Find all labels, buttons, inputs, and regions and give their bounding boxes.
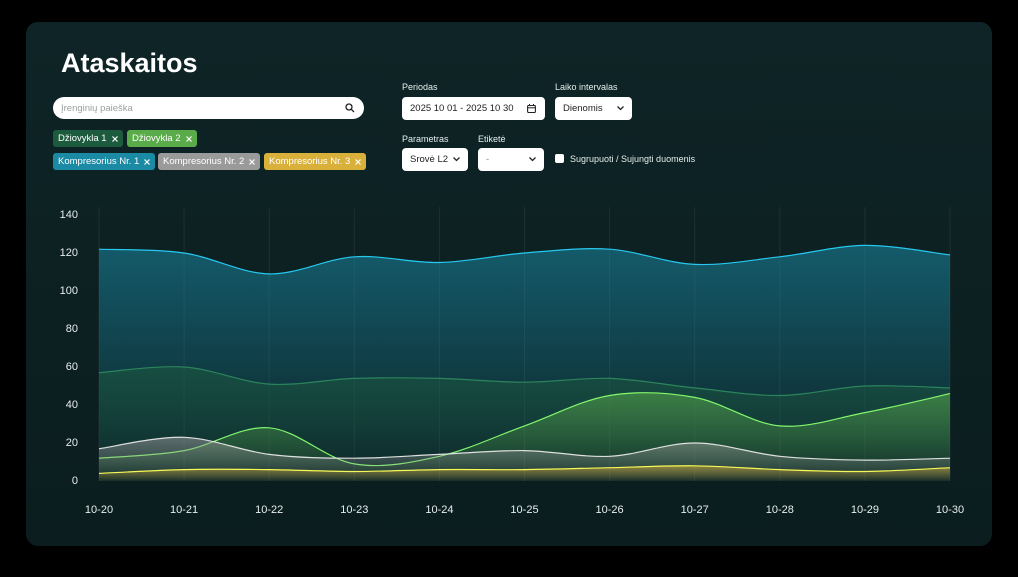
search-box[interactable]: Įrenginių paieška	[53, 97, 364, 119]
parameter-label: Parametras	[402, 134, 449, 144]
series-line	[98, 366, 951, 397]
x-tick-label: 10-24	[425, 504, 453, 516]
x-tick-label: 10-25	[510, 504, 538, 516]
chevron-icon	[529, 157, 536, 162]
x-tick-label: 10-20	[85, 504, 113, 516]
legend-entry: Džiovykla 2	[132, 133, 181, 144]
remove-icon[interactable]	[355, 158, 362, 165]
parameter-value: Srovė L2	[410, 154, 449, 165]
x-tick-label: 10-28	[766, 504, 794, 516]
group-checkbox[interactable]	[555, 154, 564, 163]
device-tag[interactable]: Kompresorius Nr. 3	[264, 153, 367, 170]
interval-label: Laiko intervalas	[555, 82, 618, 92]
y-tick-label: 0	[72, 475, 78, 487]
y-tick-label: 80	[66, 323, 78, 335]
tag-select[interactable]: -	[478, 148, 544, 171]
legend-entry: Kompresorius Nr. 2	[163, 156, 245, 167]
tag-label: Etiketė	[478, 134, 506, 144]
series-line	[98, 436, 951, 461]
device-tag[interactable]: Džiovykla 2	[127, 130, 197, 147]
remove-icon[interactable]	[249, 158, 256, 165]
remove-icon[interactable]	[185, 135, 192, 142]
parameter-select[interactable]: Srovė L2	[402, 148, 468, 171]
x-tick-label: 10-23	[340, 504, 368, 516]
legend-entry: Kompresorius Nr. 3	[269, 156, 351, 167]
device-tag[interactable]: Džiovykla 1	[53, 130, 123, 147]
search-icon	[345, 103, 355, 113]
tag-value: -	[486, 154, 490, 165]
group-label: Sugrupuoti / Sujungti duomenis	[570, 154, 696, 164]
device-tag[interactable]: Kompresorius Nr. 1	[53, 153, 156, 170]
y-tick-label: 100	[60, 285, 78, 297]
x-tick-label: 10-29	[851, 504, 879, 516]
page-title: Ataskaitos	[61, 48, 198, 78]
series-line	[98, 244, 951, 275]
chevron-icon	[617, 106, 624, 111]
series-area	[99, 465, 950, 481]
interval-select[interactable]: Dienomis	[555, 97, 632, 120]
calendar-icon	[527, 104, 536, 113]
chevron-icon	[453, 157, 460, 162]
x-tick-label: 10-27	[681, 504, 709, 516]
legend-entry: Kompresorius Nr. 1	[58, 156, 140, 167]
y-tick-label: 60	[66, 361, 78, 373]
interval-value: Dienomis	[563, 103, 603, 114]
y-tick-label: 20	[66, 437, 78, 449]
series-line	[98, 392, 951, 467]
x-tick-label: 10-26	[596, 504, 624, 516]
remove-icon[interactable]	[144, 158, 151, 165]
legend-entry: Džiovykla 1	[58, 133, 107, 144]
y-tick-label: 40	[66, 399, 78, 411]
y-tick-label: 140	[60, 209, 78, 221]
x-tick-label: 10-21	[170, 504, 198, 516]
x-tick-label: 10-30	[936, 504, 964, 516]
x-tick-label: 10-22	[255, 504, 283, 516]
search-placeholder: Įrenginių paieška	[61, 102, 133, 114]
period-value: 2025 10 01 - 2025 10 30	[410, 103, 514, 114]
period-input[interactable]: 2025 10 01 - 2025 10 30	[402, 97, 545, 120]
series-line	[98, 465, 951, 474]
remove-icon[interactable]	[111, 135, 118, 142]
y-tick-label: 120	[60, 247, 78, 259]
device-tag[interactable]: Kompresorius Nr. 2	[158, 153, 261, 170]
period-label: Periodas	[402, 82, 438, 92]
